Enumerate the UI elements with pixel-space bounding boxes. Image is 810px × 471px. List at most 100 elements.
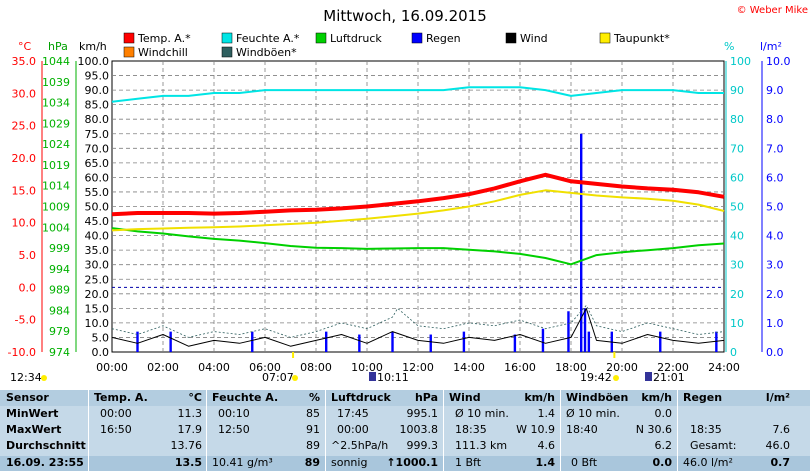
rain-bar (462, 331, 466, 352)
legend-label: Temp. A.* (137, 32, 191, 45)
legend-label: Luftdruck (330, 32, 382, 45)
pressure-tick-label: 1044 (42, 55, 70, 68)
pressure-tick-label: 999 (49, 242, 70, 255)
x-tick-label: 18:00 (555, 361, 587, 374)
max-hum-time: 12:50 (218, 423, 250, 436)
max-wind-label: 18:35 (455, 423, 487, 436)
statistics-table: Sensor Temp. A. °C Feuchte A. % Luftdruc… (0, 390, 810, 471)
current-press: ↑1000.1 (386, 456, 438, 469)
rain-bar (583, 308, 587, 352)
wind-tick-label: 45.0 (85, 215, 110, 228)
avg-press-label: ^2.5hPa/h (331, 439, 389, 452)
legend-label: Feuchte A.* (236, 32, 300, 45)
wind-tick-label: 20.0 (85, 288, 110, 301)
wind-tick-label: 5.0 (92, 331, 110, 344)
current-temp: 13.5 (174, 456, 202, 469)
temp-tick-label: 10.0 (12, 217, 37, 230)
pressure-unit-label: hPa (48, 40, 68, 53)
current-press-label: sonnig (331, 456, 368, 469)
rain-tick-label: 0.0 (766, 346, 784, 359)
header-pressure: Luftdruck (331, 391, 391, 404)
avg-rain-label: Gesamt: (690, 439, 737, 452)
x-tick-label: 24:00 (708, 361, 740, 374)
pressure-tick-label: 1024 (42, 138, 70, 151)
header-rain: Regen (683, 391, 723, 404)
header-temp-unit: °C (188, 391, 202, 404)
humidity-tick-label: 30 (730, 259, 744, 272)
current-hum-label: 10.41 g/m³ (212, 456, 273, 469)
rain-bar (587, 331, 591, 352)
wind-tick-label: 80.0 (85, 113, 110, 126)
header-gust: Windböen (566, 391, 629, 404)
min-hum-time: 00:10 (218, 407, 250, 420)
pressure-tick-label: 984 (49, 304, 70, 317)
row-current-label: 16.09. 23:55 (6, 456, 84, 469)
min-hum: 85 (306, 407, 320, 420)
sun-icon (41, 375, 47, 381)
wind-tick-label: 65.0 (85, 157, 110, 170)
series-line-taupunkt- (111, 189, 725, 232)
legend-label: Taupunkt* (613, 32, 670, 45)
temp-unit-label: °C (18, 40, 32, 53)
legend-swatch (411, 32, 423, 44)
temp-tick-label: 15.0 (12, 184, 37, 197)
max-temp: 17.9 (177, 423, 203, 436)
rain-tick-label: 3.0 (766, 259, 784, 272)
temp-tick-label: -10.0 (8, 346, 36, 359)
rain-bar (391, 331, 394, 352)
avg-wind-label: 111.3 km (455, 439, 508, 452)
wind-tick-label: 50.0 (85, 201, 110, 214)
pressure-tick-label: 1009 (42, 201, 70, 214)
series-line-temp-a- (111, 172, 725, 217)
legend-swatch (221, 32, 233, 44)
pressure-tick-label: 1004 (42, 221, 70, 234)
x-tick-label: 22:00 (657, 361, 689, 374)
rain-bar (136, 331, 139, 352)
temp-tick-label: 35.0 (12, 55, 37, 68)
wind-tick-label: 40.0 (85, 230, 110, 243)
pressure-tick-label: 1029 (42, 117, 70, 130)
current-rain-label: 46.0 l/m² (683, 456, 733, 469)
avg-gust: 6.2 (654, 439, 673, 452)
min-press: 995.1 (406, 407, 439, 420)
x-tick-label: 10:00 (351, 361, 383, 374)
legend-swatch (599, 32, 611, 44)
wind-tick-label: 90.0 (85, 84, 110, 97)
rain-bar (541, 328, 545, 352)
temp-tick-label: 30.0 (12, 87, 37, 100)
current-wind-label: 1 Bft (455, 456, 482, 469)
rain-tick-label: 4.0 (766, 230, 784, 243)
x-tick-label: 12:00 (402, 361, 434, 374)
humidity-tick-label: 40 (730, 230, 744, 243)
wind-tick-label: 100.0 (78, 55, 110, 68)
current-gust-label: 0 Bft (571, 456, 598, 469)
rain-tick-label: 1.0 (766, 317, 784, 330)
min-gust: 0.0 (654, 407, 673, 420)
avg-press: 999.3 (406, 439, 439, 452)
humidity-tick-label: 100 (730, 55, 751, 68)
header-wind: Wind (449, 391, 481, 404)
series-line-feuchte-a- (111, 86, 724, 103)
max-rain-label: 18:35 (690, 423, 722, 436)
rain-bar (169, 331, 172, 352)
temp-tick-label: 0.0 (19, 281, 37, 294)
avg-hum: 89 (306, 439, 320, 452)
wind-unit-label: km/h (79, 40, 107, 53)
avg-rain: 46.0 (765, 439, 791, 452)
x-tick-label: 02:00 (147, 361, 179, 374)
min-wind-label: Ø 10 min. (455, 407, 509, 420)
rain-tick-label: 6.0 (766, 171, 784, 184)
min-wind: 1.4 (537, 407, 556, 420)
moonrise-time: 10:11 (377, 371, 409, 384)
moonset-icon (645, 372, 652, 381)
avg-wind: 4.6 (537, 439, 556, 452)
wind-tick-label: 85.0 (85, 99, 110, 112)
humidity-tick-label: 20 (730, 288, 744, 301)
pressure-tick-label: 979 (49, 325, 70, 338)
header-humidity-unit: % (308, 391, 320, 404)
max-press: 1003.8 (399, 423, 439, 436)
chart-title: Mittwoch, 16.09.2015 (323, 7, 487, 25)
max-temp-time: 16:50 (100, 423, 132, 436)
wind-tick-label: 25.0 (85, 273, 110, 286)
row-max-label: MaxWert (6, 423, 62, 436)
